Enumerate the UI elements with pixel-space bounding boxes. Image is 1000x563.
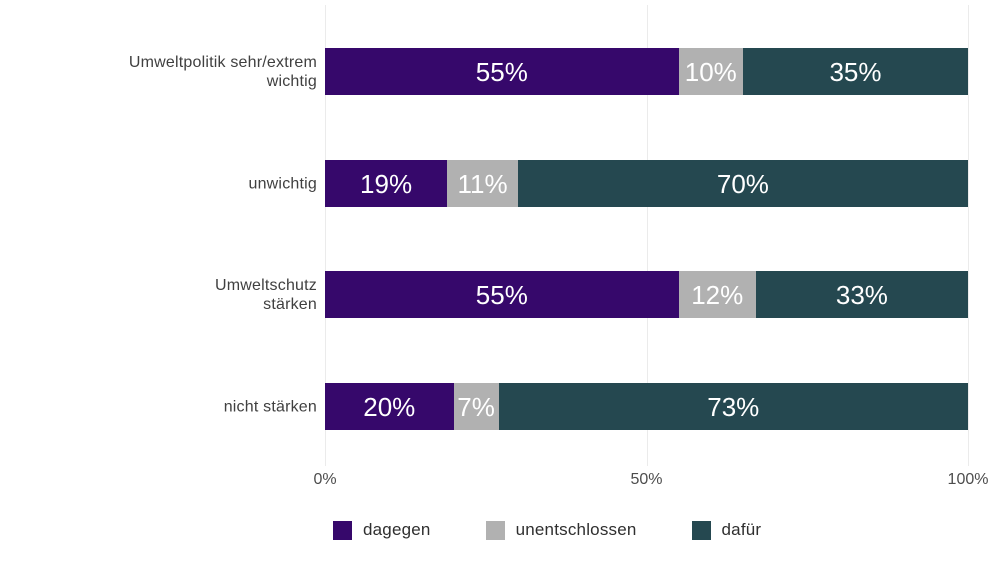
category-label: Umweltschutz stärken bbox=[215, 276, 317, 313]
bar-segment-dagegen: 20% bbox=[325, 383, 454, 430]
segment-value-label: 73% bbox=[707, 391, 760, 422]
legend-swatch-dafuer bbox=[691, 520, 711, 540]
bar-row: 55% 12% 33% bbox=[325, 271, 968, 318]
legend-item-unentschlossen: unentschlossen bbox=[485, 520, 637, 540]
segment-value-label: 19% bbox=[360, 168, 413, 199]
bar-row: 55% 10% 35% bbox=[325, 48, 968, 95]
bar-segment-dafür: 35% bbox=[742, 48, 968, 95]
segment-value-label: 20% bbox=[363, 391, 416, 422]
legend-label: dafür bbox=[721, 520, 762, 539]
legend-label: unentschlossen bbox=[515, 520, 637, 539]
x-tick-label-50: 50% bbox=[630, 471, 663, 488]
segment-value-label: 35% bbox=[829, 56, 882, 87]
bar-segment-unentschlossen: 11% bbox=[447, 160, 518, 207]
segment-value-label: 12% bbox=[691, 279, 744, 310]
segment-value-label: 55% bbox=[475, 56, 528, 87]
gridline-0 bbox=[325, 5, 326, 466]
bar-segment-dafür: 33% bbox=[755, 271, 968, 318]
category-label: Umweltpolitik sehr/extrem wichtig bbox=[128, 53, 317, 90]
bar-segment-unentschlossen: 12% bbox=[678, 271, 756, 318]
legend-swatch-dagegen bbox=[333, 520, 352, 540]
x-axis: 0% 50% 100% bbox=[313, 471, 988, 491]
legend-swatch-unentschlossen bbox=[485, 520, 505, 540]
plot-area: 55% 10% 35% 19% 11% 70% 55% 12% 33% 20% 7% 73% bbox=[325, 0, 969, 466]
x-tick-label-100: 100% bbox=[947, 471, 989, 488]
gridline-50 bbox=[646, 5, 648, 466]
segment-value-label: 33% bbox=[835, 279, 888, 310]
bar-segment-unentschlossen: 10% bbox=[678, 48, 743, 95]
legend-item-dafuer: dafür bbox=[691, 520, 762, 540]
bar-row: 20% 7% 73% bbox=[325, 383, 968, 430]
bar-segment-dagegen: 55% bbox=[325, 271, 679, 318]
category-labels: Umweltpolitik sehr/extrem wichtig unwicht… bbox=[0, 0, 317, 466]
segment-value-label: 55% bbox=[475, 279, 528, 310]
bar-segment-dagegen: 19% bbox=[325, 160, 448, 207]
legend-label: dagegen bbox=[363, 520, 431, 539]
segment-value-label: 10% bbox=[684, 56, 737, 87]
bar-segment-dagegen: 55% bbox=[325, 48, 679, 95]
segment-value-label: 11% bbox=[457, 168, 508, 199]
legend-item-dagegen: dagegen bbox=[333, 520, 431, 540]
segment-value-label: 70% bbox=[716, 168, 769, 199]
category-label: nicht stärken bbox=[223, 398, 317, 415]
legend: dagegen unentschlossen dafür bbox=[333, 520, 761, 540]
bar-segment-dafür: 70% bbox=[517, 160, 968, 207]
gridline-100 bbox=[968, 5, 969, 466]
bar-segment-dafür: 73% bbox=[498, 383, 968, 430]
bar-segment-unentschlossen: 7% bbox=[453, 383, 499, 430]
x-tick-label-0: 0% bbox=[313, 471, 337, 488]
category-label: unwichtig bbox=[248, 175, 317, 192]
segment-value-label: 7% bbox=[457, 391, 495, 422]
bar-row: 19% 11% 70% bbox=[325, 160, 968, 207]
